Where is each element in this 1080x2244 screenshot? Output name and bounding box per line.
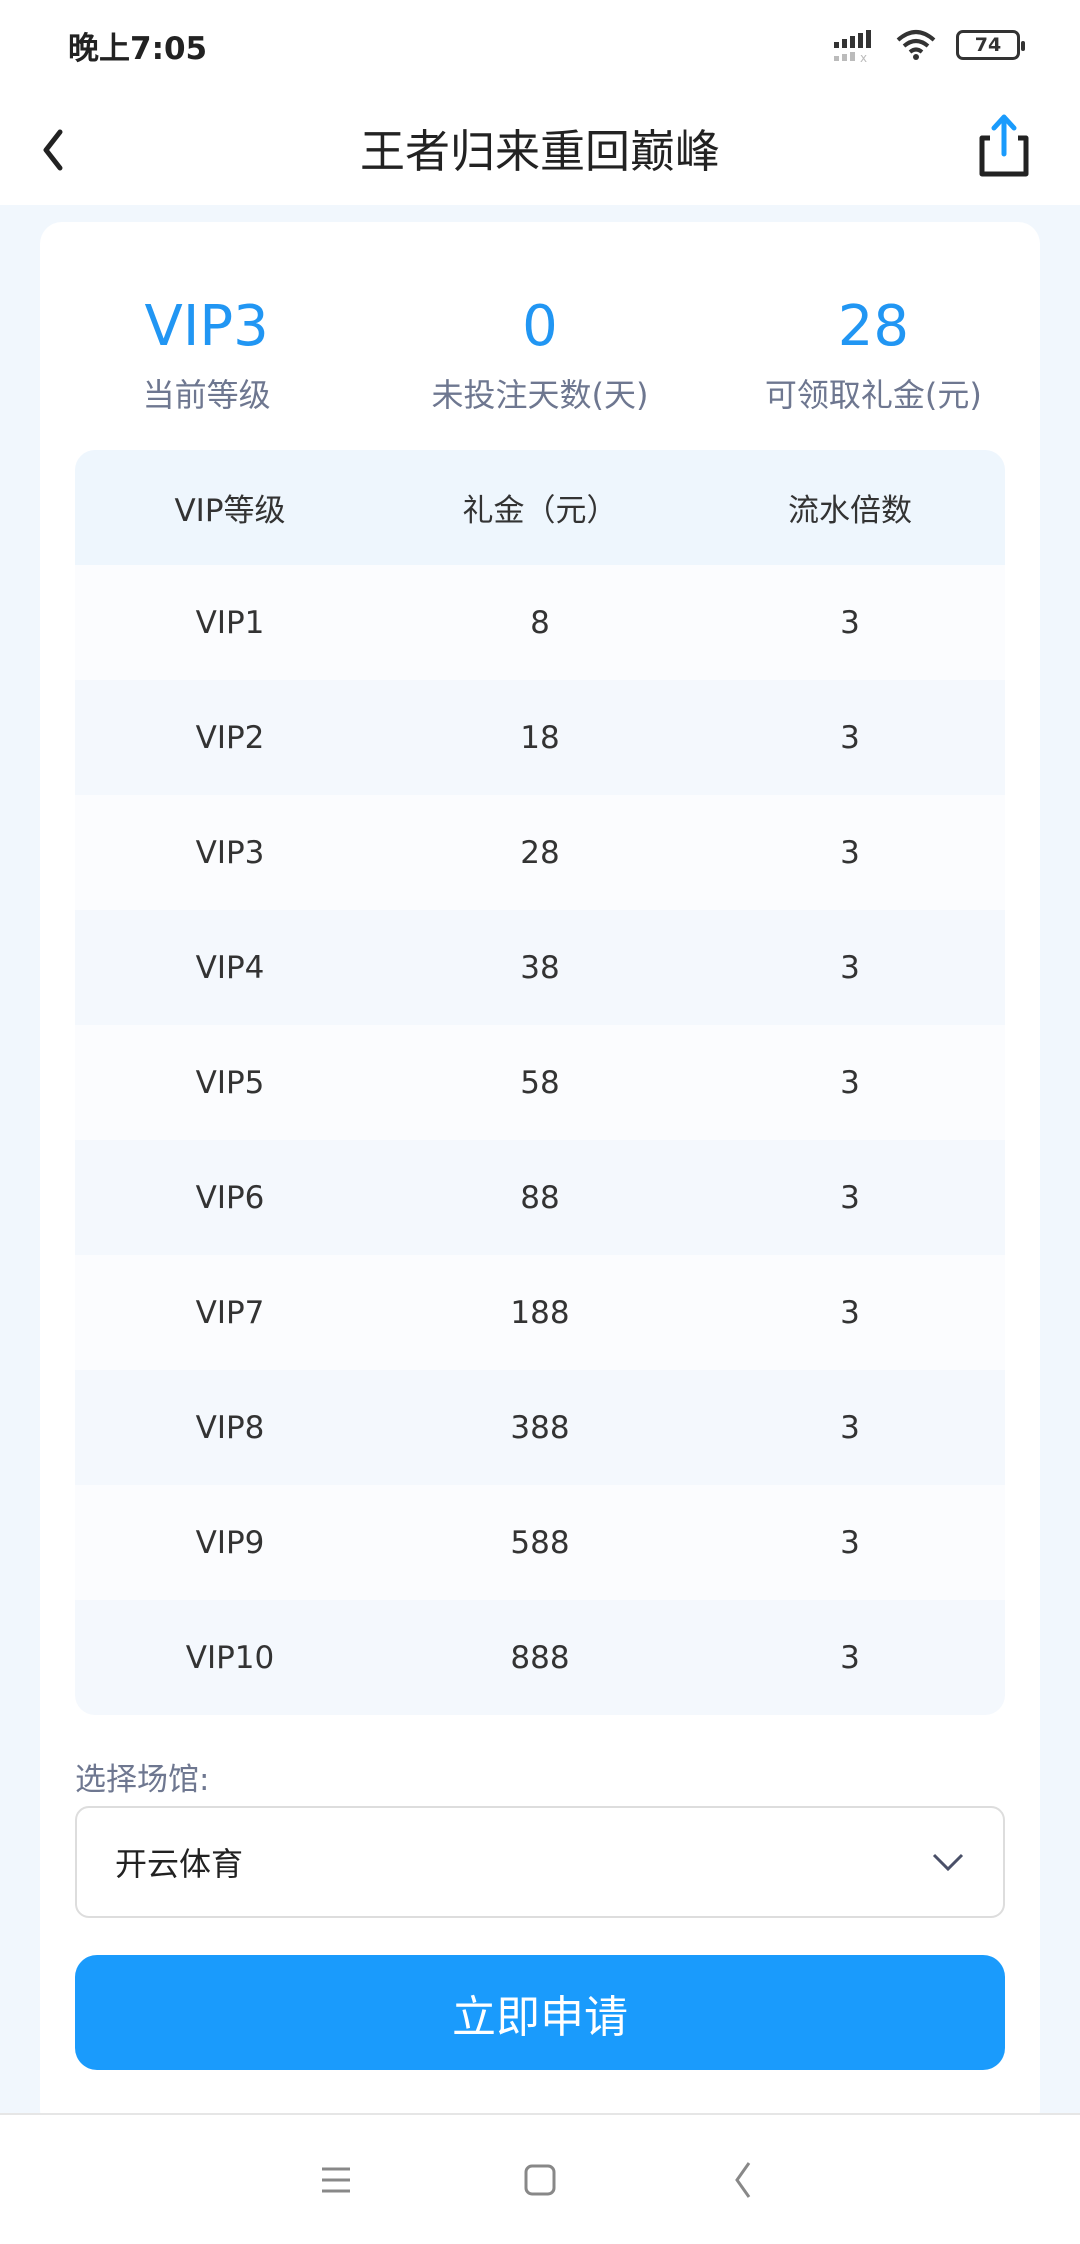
stat-label: 未投注天数(天) — [431, 376, 649, 414]
table-row: VIP8 388 3 — [75, 1370, 1005, 1485]
venue-select[interactable]: 开云体育 — [75, 1806, 1005, 1918]
table-cell: 18 — [520, 719, 560, 756]
column-header: 礼金（元） — [462, 493, 618, 529]
share-icon[interactable] — [976, 112, 1032, 178]
column-header: VIP等级 — [174, 493, 286, 529]
stat-label: 当前等级 — [142, 376, 271, 414]
table-cell: VIP6 — [195, 1179, 265, 1216]
table-row: VIP9 588 3 — [75, 1485, 1005, 1600]
stat-value: 28 — [837, 294, 909, 359]
battery-icon: 74 — [956, 30, 1025, 60]
table-cell: VIP2 — [195, 719, 265, 756]
table-row: VIP4 38 3 — [75, 910, 1005, 1025]
stat-current-level: VIP3 当前等级 — [40, 292, 373, 416]
table-header: VIP等级 礼金（元） 流水倍数 — [75, 450, 1005, 565]
wifi-icon — [896, 30, 936, 60]
system-nav-bar — [0, 2113, 1080, 2244]
back-icon[interactable] — [36, 120, 86, 180]
table-cell: 3 — [840, 949, 860, 986]
table-row: VIP10 888 3 — [75, 1600, 1005, 1715]
table-row: VIP3 28 3 — [75, 795, 1005, 910]
menu-icon[interactable] — [319, 2163, 353, 2197]
table-cell: 188 — [510, 1294, 570, 1331]
table-cell: 588 — [510, 1524, 570, 1561]
table-cell: 3 — [840, 1409, 860, 1446]
table-cell: VIP8 — [195, 1409, 265, 1446]
table-cell: 3 — [840, 834, 860, 871]
table-row: VIP7 188 3 — [75, 1255, 1005, 1370]
header: 王者归来重回巅峰 — [0, 90, 1080, 205]
chevron-down-icon — [932, 1853, 964, 1872]
table-cell: VIP4 — [195, 949, 265, 986]
table-cell: VIP1 — [195, 604, 265, 641]
table-cell: 3 — [840, 1639, 860, 1676]
table-row: VIP1 8 3 — [75, 565, 1005, 680]
table-cell: 3 — [840, 604, 860, 641]
table-cell: 8 — [530, 604, 550, 641]
table-cell: 888 — [510, 1639, 570, 1676]
home-icon[interactable] — [523, 2163, 557, 2197]
battery-level: 74 — [974, 34, 1002, 56]
table-row: VIP6 88 3 — [75, 1140, 1005, 1255]
back-nav-icon[interactable] — [727, 2160, 761, 2200]
apply-button[interactable]: 立即申请 — [75, 1955, 1005, 2070]
table-cell: 3 — [840, 1179, 860, 1216]
venue-label: 选择场馆: — [75, 1762, 210, 1798]
status-bar: 晚上7:05 x 74 — [0, 0, 1080, 90]
table-row: VIP5 58 3 — [75, 1025, 1005, 1140]
signal-icon: x — [834, 30, 871, 62]
table-cell: 58 — [520, 1064, 560, 1101]
stat-inactive-days: 0 未投注天数(天) — [373, 292, 706, 416]
table-cell: VIP5 — [195, 1064, 265, 1101]
stat-value: 0 — [522, 294, 558, 359]
vip-table: VIP等级 礼金（元） 流水倍数 VIP1 8 3 VIP2 18 3 VIP3 28 3 VIP… — [75, 450, 1005, 1715]
table-cell: VIP7 — [195, 1294, 265, 1331]
table-cell: 3 — [840, 719, 860, 756]
vip-card: VIP3 当前等级 0 未投注天数(天) 28 可领取礼金(元) VIP等级 礼金（元… — [40, 222, 1040, 2132]
stat-value: VIP3 — [144, 294, 269, 359]
svg-text:x: x — [860, 51, 867, 62]
table-cell: 28 — [520, 834, 560, 871]
venue-selected: 开云体育 — [115, 1845, 244, 1883]
table-row: VIP2 18 3 — [75, 680, 1005, 795]
status-time: 晚上7:05 — [68, 30, 208, 67]
table-cell: 3 — [840, 1294, 860, 1331]
table-cell: 3 — [840, 1064, 860, 1101]
table-cell: 388 — [510, 1409, 570, 1446]
table-cell: VIP10 — [185, 1639, 275, 1676]
table-cell: VIP9 — [195, 1524, 265, 1561]
column-header: 流水倍数 — [788, 493, 912, 529]
stat-label: 可领取礼金(元) — [764, 376, 982, 414]
table-cell: VIP3 — [195, 834, 265, 871]
table-cell: 38 — [520, 949, 560, 986]
table-cell: 3 — [840, 1524, 860, 1561]
stat-claimable-bonus: 28 可领取礼金(元) — [707, 292, 1040, 416]
page-title: 王者归来重回巅峰 — [359, 125, 720, 178]
stats-row: VIP3 当前等级 0 未投注天数(天) 28 可领取礼金(元) — [40, 292, 1040, 416]
table-cell: 88 — [520, 1179, 560, 1216]
